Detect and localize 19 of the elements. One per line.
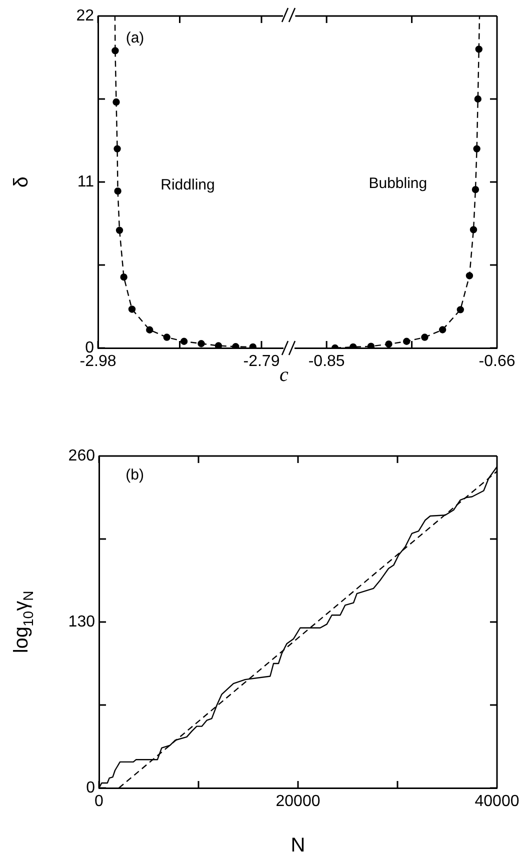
y-axis-title: log10γN bbox=[10, 590, 36, 654]
x-tick-label: -0.85 bbox=[308, 353, 345, 370]
x-tick-label: 20000 bbox=[276, 793, 320, 810]
x-tick-label: 40000 bbox=[474, 793, 520, 810]
y-tick-label: 130 bbox=[68, 613, 96, 630]
annotation: (a) bbox=[126, 30, 144, 47]
x-axis-title: c bbox=[279, 364, 290, 386]
x-tick-label: -0.66 bbox=[478, 353, 516, 370]
y-tick-label: 22 bbox=[76, 7, 94, 24]
y-tick-label: 260 bbox=[68, 447, 96, 464]
y-tick-label: 11 bbox=[77, 173, 94, 190]
annotation: Bubbling bbox=[368, 174, 428, 192]
y-tick-label: 0 bbox=[86, 779, 96, 796]
annotation: (b) bbox=[126, 466, 144, 484]
x-tick-label: -2.98 bbox=[80, 353, 116, 370]
x-tick-label: -2.79 bbox=[243, 353, 280, 370]
annotation: Riddling bbox=[160, 176, 215, 194]
x-axis-title: N bbox=[290, 834, 306, 857]
y-axis-title: δ bbox=[10, 176, 33, 188]
